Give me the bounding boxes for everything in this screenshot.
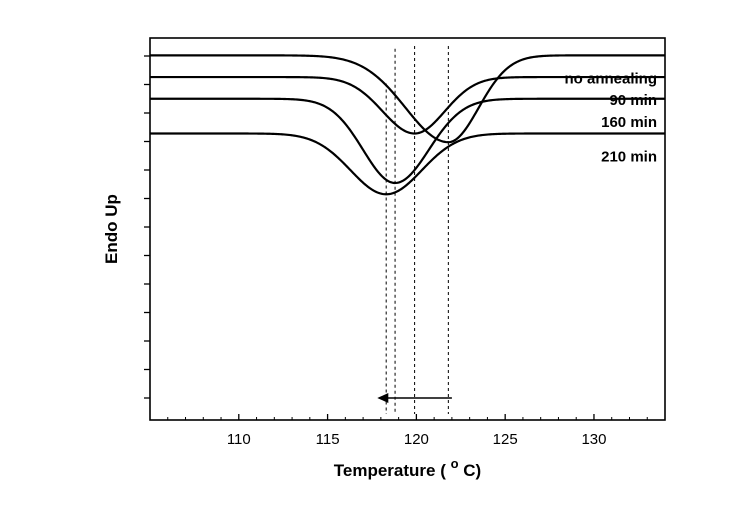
x-tick-label: 110 xyxy=(227,431,251,448)
series-label: 160 min xyxy=(601,114,657,131)
x-tick-label: 125 xyxy=(493,431,518,448)
series-line-1 xyxy=(150,75,665,135)
plot-frame xyxy=(149,37,666,421)
arrow-head xyxy=(377,393,389,403)
x-tick-label: 115 xyxy=(316,431,340,448)
x-tick-label: 120 xyxy=(404,431,429,448)
x-axis-label: Temperature ( o C) xyxy=(334,453,481,480)
series-line-2 xyxy=(150,97,665,185)
series-layer xyxy=(150,54,665,196)
x-axis-label-degree: o xyxy=(451,456,459,471)
series-label: 90 min xyxy=(609,92,657,109)
axis-ticks: 110 115 120 125 130 xyxy=(144,55,666,448)
series-label: 210 min xyxy=(601,149,657,166)
shift-arrow xyxy=(377,393,452,403)
series-labels: no annealing 90 min 160 min 210 min xyxy=(564,70,657,165)
series-line-3 xyxy=(150,132,665,196)
peak-marker-lines xyxy=(385,46,449,414)
x-axis-label-unit: C) xyxy=(463,461,481,480)
y-axis-label: Endo Up xyxy=(102,194,121,264)
x-tick-label: 130 xyxy=(581,431,606,448)
x-axis-label-main: Temperature ( xyxy=(334,461,446,480)
series-label: no annealing xyxy=(564,70,657,87)
series-line-0 xyxy=(150,54,665,144)
